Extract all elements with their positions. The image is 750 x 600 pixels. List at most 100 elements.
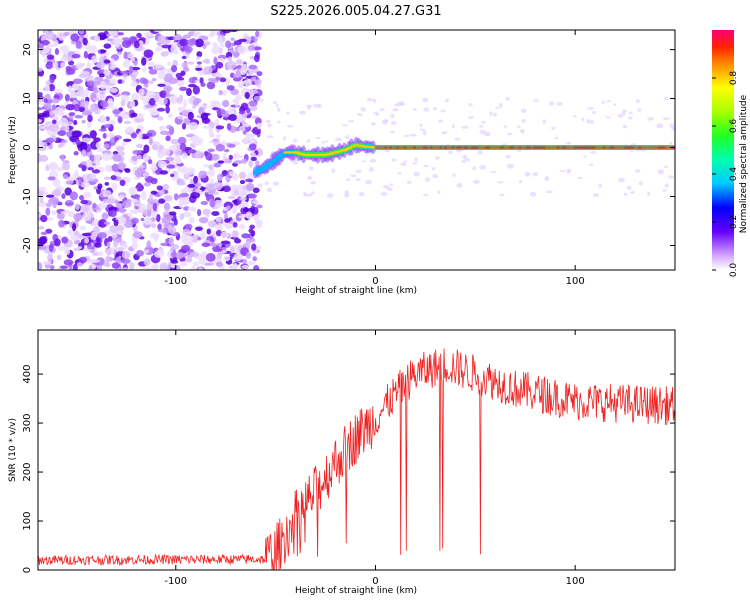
spectrogram-noise-blob — [198, 267, 203, 270]
spectrogram-noise-blob — [70, 33, 80, 42]
spectrogram-noise-blob — [88, 265, 93, 270]
spectrogram-faint-dot — [324, 140, 329, 143]
spectrogram-noise-blob — [182, 201, 188, 206]
spectrogram-faint-dot — [403, 160, 407, 163]
spectrogram-noise-blob — [147, 91, 156, 96]
spectrogram-noise-blob — [204, 58, 211, 65]
spectrogram-faint-dot — [618, 177, 625, 183]
spectrogram-noise-blob — [203, 262, 214, 266]
spectrogram-noise-blob — [187, 149, 197, 154]
spectrogram-faint-dot — [350, 174, 357, 178]
spectrogram-noise-blob — [60, 154, 65, 162]
spectrogram-noise-blob — [111, 182, 118, 192]
spectrogram-noise-blob — [120, 258, 131, 264]
spectrogram-faint-dot — [390, 130, 396, 133]
spectrogram-faint-dot — [381, 120, 389, 125]
spectrogram-noise-blob — [255, 221, 263, 229]
spectrogram-noise-blob — [173, 193, 179, 201]
spectrogram-faint-dot — [517, 149, 522, 152]
spectrogram-noise-blob — [198, 170, 208, 179]
spectrogram-noise-blob — [215, 261, 223, 268]
spectrogram-faint-dot — [503, 125, 508, 128]
spectrogram-noise-blob — [80, 204, 90, 213]
spectrogram-faint-dot — [413, 108, 417, 111]
spectrogram-noise-blob — [170, 173, 175, 177]
spectrogram-noise-blob — [198, 216, 209, 224]
spectrogram-noise-blob — [115, 145, 125, 152]
spectrogram-noise-blob — [81, 232, 92, 237]
spectrogram-noise-blob — [154, 94, 159, 102]
spectrogram-noise-blob — [104, 181, 110, 186]
spectrogram-faint-dot — [456, 182, 463, 188]
spectrogram-noise-blob — [119, 207, 126, 214]
spectrogram-noise-blob — [252, 256, 258, 262]
spectrogram-noise-blob — [82, 212, 92, 222]
spectrogram-faint-dot — [671, 127, 675, 131]
spectrogram-noise-blob — [182, 66, 190, 73]
colorbar-tick-label: 0.8 — [729, 71, 739, 86]
spectrogram-noise-blob — [94, 35, 100, 43]
spectrogram-noise-blob — [84, 237, 90, 244]
spectrogram-faint-dot — [635, 99, 640, 103]
spectrogram-ytick-label: -10 — [22, 188, 33, 204]
spectrogram-noise-blob — [112, 153, 122, 162]
spectrogram-noise-blob — [97, 93, 107, 101]
spectrogram-xtick-label: 0 — [372, 276, 378, 287]
spectrogram-ytick-label: 0 — [22, 144, 33, 150]
spectrogram-noise-blob — [130, 100, 136, 109]
spectrogram-noise-blob — [71, 222, 77, 232]
spectrogram-xlabel: Height of straight line (km) — [295, 286, 417, 296]
spectrogram-noise-blob — [200, 200, 209, 206]
spectrogram-noise-blob — [222, 157, 231, 164]
spectrogram-faint-dot — [365, 180, 372, 185]
spectrogram-noise-blob — [66, 56, 72, 62]
spectrogram-noise-blob — [60, 210, 69, 215]
spectrogram-faint-dot — [634, 169, 641, 173]
spectrogram-faint-dot — [444, 98, 449, 103]
spectrogram-noise-blob — [123, 138, 132, 142]
spectrogram-noise-blob — [51, 116, 60, 121]
spectrogram-noise-blob — [142, 67, 147, 72]
spectrogram-faint-dot — [556, 102, 563, 106]
spectrogram-faint-dot — [432, 174, 439, 179]
spectrogram-noise-blob — [175, 72, 183, 79]
spectrogram-noise-blob — [72, 78, 83, 84]
spectrogram-noise-blob — [87, 45, 98, 54]
spectrogram-noise-blob — [212, 42, 218, 48]
spectrogram-noise-blob — [106, 242, 111, 248]
spectrogram-noise-blob — [232, 263, 239, 270]
spectrogram-noise-blob — [78, 176, 83, 186]
spectrogram-noise-blob — [106, 198, 116, 205]
spectrogram-noise-blob — [38, 119, 43, 123]
spectrogram-noise-blob — [223, 255, 231, 262]
spectrogram-noise-blob — [45, 137, 55, 144]
spectrogram-faint-dot — [479, 165, 487, 170]
spectrogram-faint-dot — [258, 98, 264, 102]
spectrogram-noise-blob — [247, 44, 256, 51]
spectrogram-noise-blob — [49, 110, 54, 117]
spectrogram-noise-blob — [91, 169, 101, 174]
spectrogram-noise-blob — [138, 88, 145, 97]
spectrogram-noise-blob — [169, 126, 175, 135]
spectrogram-noise-blob — [121, 39, 132, 49]
spectrogram-noise-blob — [97, 148, 104, 153]
spectrogram-noise-blob — [67, 85, 73, 93]
spectrogram-noise-blob — [38, 112, 48, 118]
spectrogram-noise-blob — [207, 148, 215, 153]
spectrogram-noise-blob — [173, 218, 178, 226]
spectrogram-noise-blob — [44, 84, 50, 92]
spectrogram-noise-blob — [161, 216, 171, 224]
spectrogram-noise-blob — [190, 191, 201, 199]
spectrogram-noise-blob — [233, 253, 243, 262]
spectrogram-noise-blob — [116, 51, 123, 55]
spectrogram-noise-blob — [64, 247, 71, 256]
spectrogram-noise-blob — [215, 143, 225, 152]
spectrogram-noise-blob — [181, 109, 189, 116]
spectrogram-noise-blob — [221, 109, 226, 115]
spectrogram-noise-blob — [141, 57, 147, 66]
spectrogram-noise-blob — [121, 141, 128, 147]
spectrogram-faint-dot — [468, 102, 473, 107]
spectrogram-noise-blob — [253, 265, 260, 270]
spectrogram-noise-blob — [124, 111, 130, 115]
